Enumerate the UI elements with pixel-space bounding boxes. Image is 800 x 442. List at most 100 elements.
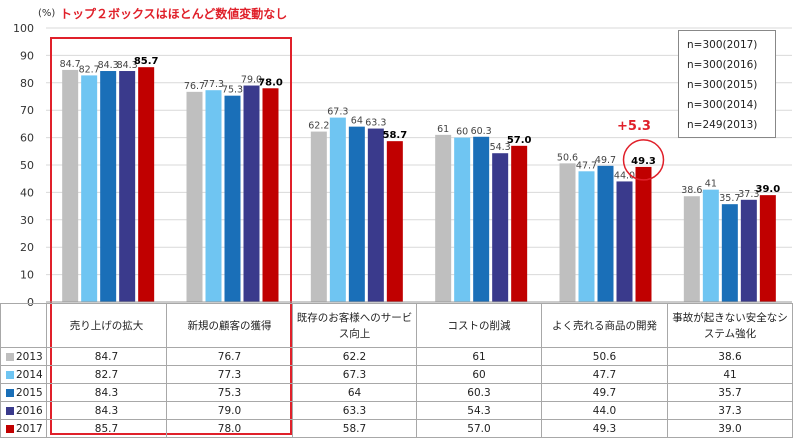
table-header-cell: 既存のお客様へのサービス向上 bbox=[292, 303, 417, 348]
legend-entry: n=300(2015) bbox=[687, 79, 758, 91]
bar bbox=[224, 95, 241, 302]
table-cell: 58.7 bbox=[292, 419, 417, 438]
y-tick-label: 100 bbox=[13, 22, 34, 35]
table-cell: 62.2 bbox=[292, 347, 417, 366]
year-label: 2016 bbox=[16, 404, 43, 417]
data-label: 84.7 bbox=[60, 59, 81, 70]
table-cell: 63.3 bbox=[292, 401, 417, 420]
bar bbox=[186, 91, 203, 302]
year-label: 2013 bbox=[16, 350, 43, 363]
data-label: 63.3 bbox=[365, 118, 386, 129]
legend: n=300(2017) n=300(2016) n=300(2015) n=30… bbox=[678, 30, 776, 138]
table-cell: 61 bbox=[416, 347, 542, 366]
table-row: 2017 85.7 78.0 58.7 57.0 49.3 39.0 bbox=[0, 419, 793, 438]
data-label: 84.3 bbox=[98, 60, 119, 71]
data-label: 60 bbox=[456, 127, 468, 138]
table-row: 2015 84.3 75.3 64 60.3 49.7 35.7 bbox=[0, 383, 793, 402]
data-table: 売り上げの拡大 新規の顧客の獲得 既存のお客様へのサービス向上 コストの削減 よ… bbox=[0, 303, 793, 438]
table-cell: 77.3 bbox=[166, 365, 293, 384]
table-cell: 50.6 bbox=[541, 347, 668, 366]
bar bbox=[205, 90, 222, 302]
legend-entry: n=249(2013) bbox=[687, 119, 758, 131]
table-cell: 39.0 bbox=[667, 419, 793, 438]
table-row: 2016 84.3 79.0 63.3 54.3 44.0 37.3 bbox=[0, 401, 793, 420]
data-label: 64 bbox=[351, 116, 363, 127]
table-header-cell: 売り上げの拡大 bbox=[46, 303, 167, 348]
bar bbox=[100, 71, 117, 302]
data-label: 77.3 bbox=[203, 79, 224, 90]
table-cell: 49.3 bbox=[541, 419, 668, 438]
data-label: 85.7 bbox=[134, 56, 159, 67]
bar bbox=[367, 128, 384, 302]
y-tick-label: 80 bbox=[20, 77, 34, 90]
bar bbox=[721, 204, 738, 302]
bar bbox=[329, 117, 346, 303]
y-tick-label: 40 bbox=[20, 186, 34, 199]
data-label: 58.7 bbox=[382, 130, 407, 141]
table-cell: 44.0 bbox=[541, 401, 668, 420]
legend-swatch bbox=[6, 424, 14, 433]
table-corner bbox=[0, 303, 47, 348]
table-header-cell: 新規の顧客の獲得 bbox=[166, 303, 293, 348]
table-row: 2014 82.7 77.3 67.3 60 47.7 41 bbox=[0, 365, 793, 384]
table-cell: 67.3 bbox=[292, 365, 417, 384]
data-label: 37.3 bbox=[738, 189, 759, 200]
table-cell: 64 bbox=[292, 383, 417, 402]
bar bbox=[348, 126, 365, 302]
legend-swatch bbox=[6, 406, 14, 415]
data-label: 76.7 bbox=[184, 81, 205, 92]
bar bbox=[759, 195, 776, 302]
y-tick-label: 70 bbox=[20, 104, 34, 117]
year-label: 2015 bbox=[16, 386, 43, 399]
data-label: 54.3 bbox=[490, 142, 511, 153]
table-cell: 41 bbox=[667, 365, 793, 384]
table-cell: 82.7 bbox=[46, 365, 167, 384]
table-cell: 49.7 bbox=[541, 383, 668, 402]
table-cell: 60 bbox=[416, 365, 542, 384]
data-label: 50.6 bbox=[557, 152, 578, 163]
table-cell: 84.3 bbox=[46, 383, 167, 402]
bar bbox=[435, 134, 452, 302]
data-label: 82.7 bbox=[79, 64, 100, 75]
data-label: 62.2 bbox=[308, 121, 329, 132]
bar bbox=[492, 153, 509, 302]
bar bbox=[683, 196, 700, 302]
data-label: 44.0 bbox=[614, 170, 635, 181]
y-tick-label: 50 bbox=[20, 159, 34, 172]
table-header-cell: 事故が起きない安全なシステム強化 bbox=[667, 303, 793, 348]
bar bbox=[386, 141, 403, 302]
legend-swatch bbox=[6, 388, 14, 397]
bar bbox=[635, 166, 652, 302]
table-cell: 85.7 bbox=[46, 419, 167, 438]
legend-entry: n=300(2014) bbox=[687, 99, 758, 111]
row-header: 2016 bbox=[0, 401, 47, 420]
legend-entry: n=300(2016) bbox=[687, 59, 758, 71]
data-label: 47.7 bbox=[576, 160, 597, 171]
annotation-title: トップ２ボックスはほとんど数値変動なし bbox=[60, 7, 288, 21]
legend-swatch bbox=[6, 370, 14, 379]
bar bbox=[310, 131, 327, 302]
bar bbox=[616, 181, 633, 302]
bar bbox=[262, 88, 279, 302]
legend-swatch bbox=[6, 352, 14, 361]
data-label: 38.6 bbox=[681, 185, 702, 196]
y-tick-label: 0 bbox=[27, 296, 34, 309]
y-tick-label: 60 bbox=[20, 132, 34, 145]
data-label: 79.0 bbox=[241, 75, 262, 86]
bar bbox=[597, 165, 614, 302]
y-tick-label: 30 bbox=[20, 214, 34, 227]
data-label: 49.3 bbox=[631, 156, 656, 167]
bar bbox=[473, 136, 490, 302]
row-header: 2014 bbox=[0, 365, 47, 384]
bar bbox=[81, 75, 98, 302]
table-cell: 79.0 bbox=[166, 401, 293, 420]
table-header-cell: よく売れる商品の開発 bbox=[541, 303, 668, 348]
data-label: 57.0 bbox=[507, 135, 532, 146]
table-cell: 60.3 bbox=[416, 383, 542, 402]
data-label: 60.3 bbox=[471, 126, 492, 137]
year-label: 2014 bbox=[16, 368, 43, 381]
bar bbox=[578, 171, 595, 302]
y-axis-unit: (%) bbox=[38, 8, 55, 19]
delta-label: +5.3 bbox=[617, 119, 651, 134]
